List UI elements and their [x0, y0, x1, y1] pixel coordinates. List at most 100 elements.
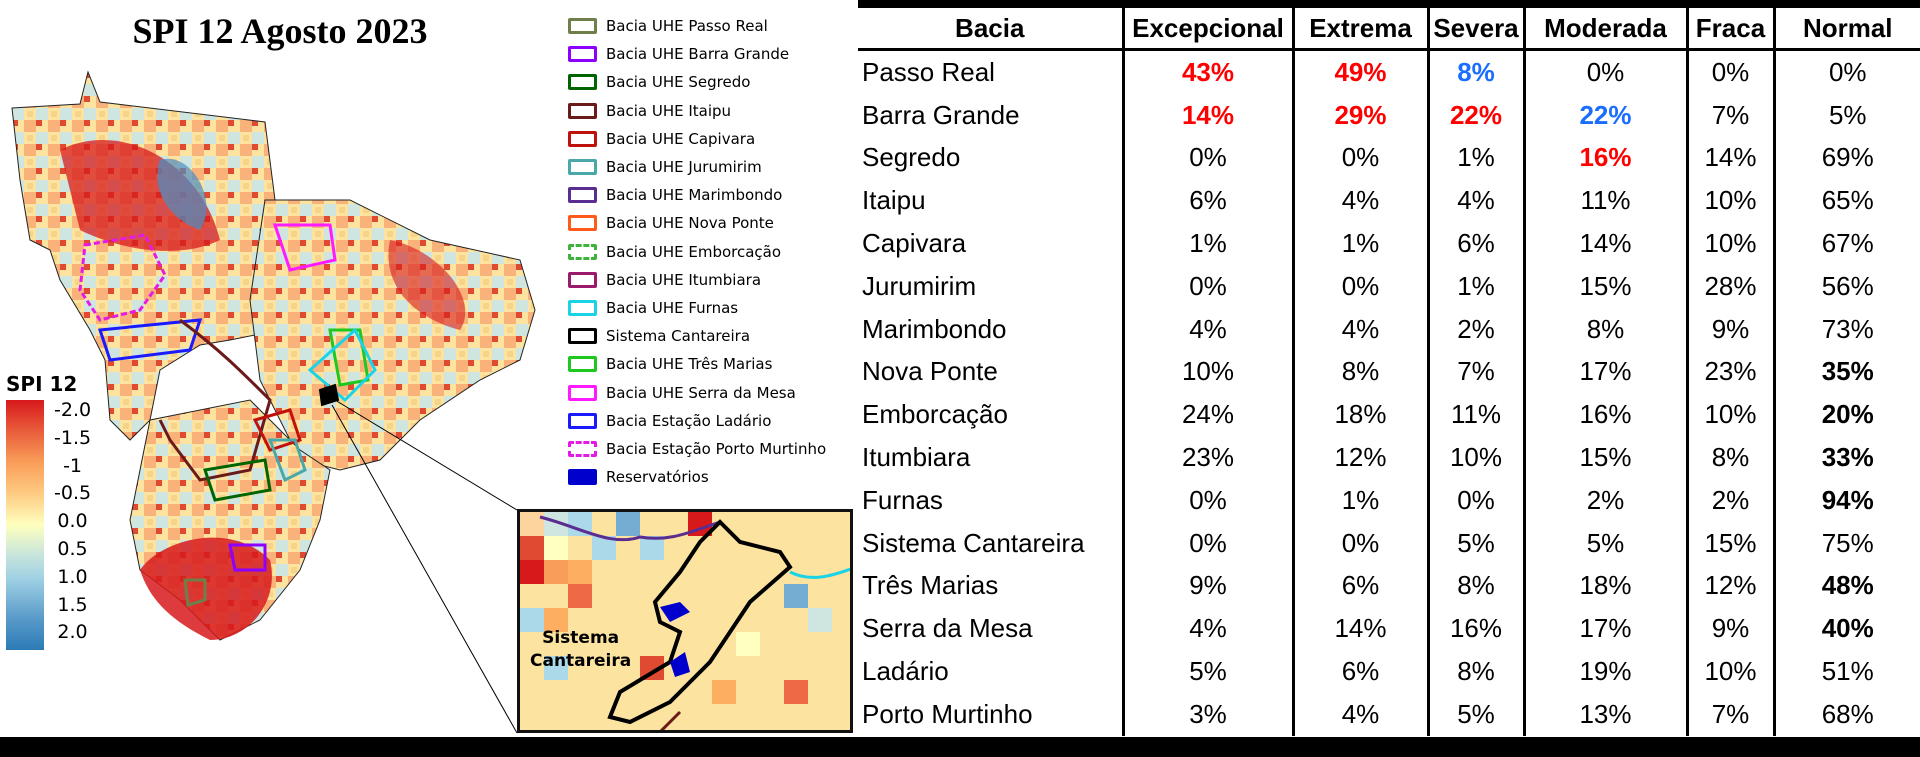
value-cell: 14%: [1291, 607, 1428, 651]
legend-label: Bacia UHE Serra da Mesa: [606, 383, 796, 402]
value-cell: 0%: [1291, 264, 1428, 308]
legend-item: Bacia UHE Itumbiara: [568, 266, 826, 294]
value-cell: 16%: [1522, 136, 1687, 180]
value-cell: 12%: [1291, 436, 1428, 479]
table-row: Serra da Mesa 4% 14% 16% 17% 9% 40%: [858, 607, 1920, 651]
value-cell: 0%: [1685, 49, 1774, 94]
legend-label: Bacia Estação Porto Murtinho: [606, 439, 827, 458]
legend-label: Bacia UHE Nova Ponte: [606, 214, 774, 233]
legend-item: Bacia Estação Porto Murtinho: [568, 435, 826, 463]
value-cell: 56%: [1772, 264, 1920, 308]
table-row: Três Marias 9% 6% 8% 18% 12% 48%: [858, 564, 1920, 608]
bacia-name-cell: Segredo: [862, 142, 961, 173]
value-cell: 11%: [1426, 393, 1524, 437]
bacia-name-cell: Furnas: [862, 484, 943, 515]
legend-swatch-icon: [568, 243, 597, 260]
legend-swatch-icon: [568, 159, 597, 176]
value-cell: 4%: [1121, 607, 1293, 651]
bacia-name-cell: Jurumirim: [862, 270, 977, 301]
value-cell: 43%: [1121, 49, 1293, 94]
table-row: Furnas 0% 1% 0% 2% 2% 94%: [858, 478, 1920, 522]
colorbar-tick: 0.5: [57, 537, 88, 560]
legend-item: Bacia UHE Emborcação: [568, 238, 826, 266]
value-cell: 68%: [1772, 692, 1920, 736]
value-cell: 8%: [1291, 350, 1428, 394]
value-cell: 14%: [1685, 136, 1774, 180]
value-cell: 65%: [1772, 179, 1920, 223]
legend-item: Bacia UHE Passo Real: [568, 12, 826, 40]
legend-label: Reservatórios: [606, 468, 709, 487]
legend-item: Bacia UHE Serra da Mesa: [568, 378, 826, 406]
bacia-name-cell: Capivara: [862, 228, 967, 259]
legend-swatch-icon: [568, 328, 597, 345]
value-cell: 15%: [1685, 521, 1774, 565]
legend-label: Bacia UHE Três Marias: [606, 355, 773, 374]
legend-swatch-icon: [568, 74, 597, 91]
table-row: Capivara 1% 1% 6% 14% 10% 67%: [858, 222, 1920, 265]
legend-label: Bacia UHE Marimbondo: [606, 186, 783, 205]
value-cell: 49%: [1291, 49, 1428, 94]
value-cell: 0%: [1291, 136, 1428, 180]
value-cell: 8%: [1426, 650, 1524, 693]
value-cell: 0%: [1426, 478, 1524, 522]
value-cell: 4%: [1291, 692, 1428, 736]
value-cell: 40%: [1772, 607, 1920, 651]
legend-swatch-icon: [568, 102, 597, 119]
value-cell: 6%: [1291, 650, 1428, 693]
table-row: Itaipu 6% 4% 4% 11% 10% 65%: [858, 179, 1920, 223]
value-cell: 12%: [1685, 564, 1774, 608]
legend-label: Bacia UHE Barra Grande: [606, 45, 790, 64]
value-cell: 2%: [1685, 478, 1774, 522]
value-cell: 9%: [1685, 307, 1774, 351]
value-cell: 28%: [1685, 264, 1774, 308]
inset-label: Sistema Cantareira: [530, 627, 631, 673]
spi-table-panel: Bacia Excepcional Extrema Severa Moderad…: [858, 0, 1920, 737]
spi-table: Bacia Excepcional Extrema Severa Moderad…: [858, 8, 1920, 736]
bacia-name-cell: Marimbondo: [862, 313, 1007, 344]
colorbar-tick: 1.5: [57, 593, 88, 616]
value-cell: 22%: [1522, 93, 1687, 137]
southeast-region: [249, 199, 536, 471]
bacia-name-cell: Itaipu: [862, 185, 926, 216]
legend-swatch-icon: [568, 18, 597, 35]
table-row: Ladário 5% 6% 8% 19% 10% 51%: [858, 650, 1920, 693]
value-cell: 0%: [1121, 264, 1293, 308]
value-cell: 19%: [1522, 650, 1687, 693]
legend-item: Reservatórios: [568, 463, 826, 491]
value-cell: 73%: [1772, 307, 1920, 351]
colorbar-tick: -1: [63, 454, 83, 477]
inset-raster: [520, 512, 850, 730]
column-header-fraca: Fraca: [1685, 8, 1774, 51]
legend-item: Bacia UHE Itaipu: [568, 97, 826, 125]
value-cell: 13%: [1522, 692, 1687, 736]
cantareira-inset-map: Sistema Cantareira: [517, 509, 853, 733]
legend-swatch-icon: [568, 412, 597, 429]
legend-label: Bacia UHE Passo Real: [606, 17, 768, 36]
map-title: SPI 12 Agosto 2023: [132, 11, 428, 51]
value-cell: 29%: [1291, 93, 1428, 137]
table-row: Itumbiara 23% 12% 10% 15% 8% 33%: [858, 436, 1920, 479]
legend-label: Bacia UHE Itaipu: [606, 101, 732, 120]
legend-item: Bacia UHE Marimbondo: [568, 181, 826, 209]
bacia-name-cell: Porto Murtinho: [862, 698, 1033, 729]
bacia-name-cell: Três Marias: [862, 570, 999, 601]
value-cell: 10%: [1685, 179, 1774, 223]
table-row: Nova Ponte 10% 8% 7% 17% 23% 35%: [858, 350, 1920, 394]
legend-swatch-icon: [568, 46, 597, 63]
value-cell: 0%: [1522, 49, 1687, 94]
value-cell: 8%: [1685, 436, 1774, 479]
table-row: Sistema Cantareira 0% 0% 5% 5% 15% 75%: [858, 521, 1920, 565]
table-row: Porto Murtinho 3% 4% 5% 13% 7% 68%: [858, 692, 1920, 736]
table-body: Passo Real 43% 49% 8% 0% 0% 0% Barra Grande 14% 2…: [858, 49, 1920, 736]
value-cell: 0%: [1121, 478, 1293, 522]
value-cell: 16%: [1426, 607, 1524, 651]
value-cell: 8%: [1426, 49, 1524, 94]
value-cell: 17%: [1522, 350, 1687, 394]
value-cell: 20%: [1772, 393, 1920, 437]
value-cell: 23%: [1121, 436, 1293, 479]
value-cell: 5%: [1522, 521, 1687, 565]
value-cell: 10%: [1685, 393, 1774, 437]
table-row: Marimbondo 4% 4% 2% 8% 9% 73%: [858, 307, 1920, 351]
legend-swatch-icon: [568, 356, 597, 373]
value-cell: 10%: [1685, 650, 1774, 693]
